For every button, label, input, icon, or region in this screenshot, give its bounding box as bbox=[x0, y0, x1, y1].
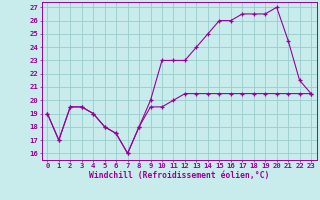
X-axis label: Windchill (Refroidissement éolien,°C): Windchill (Refroidissement éolien,°C) bbox=[89, 171, 269, 180]
